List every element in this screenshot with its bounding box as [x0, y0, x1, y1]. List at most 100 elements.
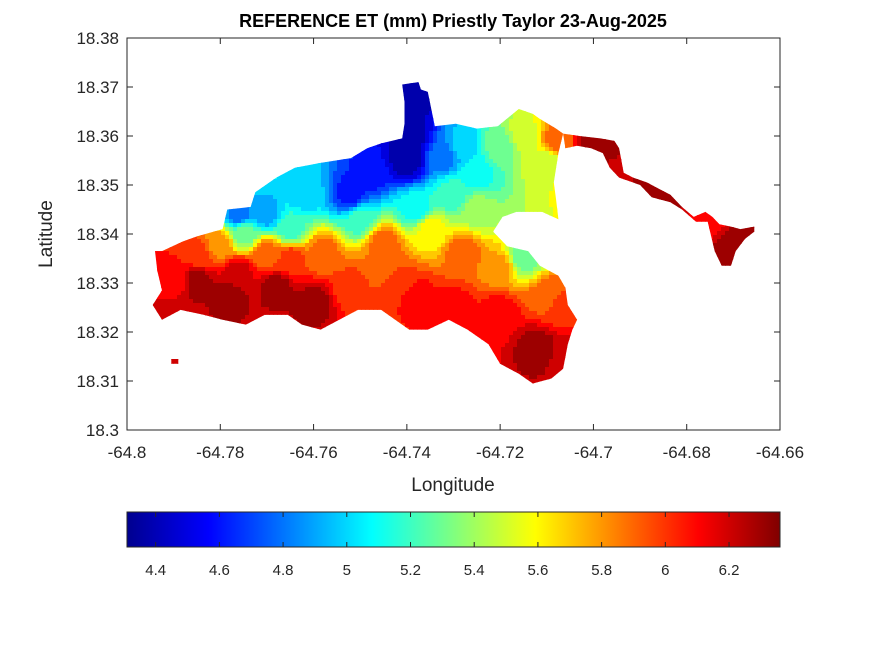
heat-cell [329, 271, 334, 276]
heat-cell [301, 243, 306, 248]
heat-cell [253, 303, 258, 308]
heat-cell [185, 251, 190, 256]
heat-cell [373, 259, 378, 264]
heat-cell [173, 287, 178, 292]
heat-cell [257, 279, 262, 284]
heat-cell [257, 295, 262, 300]
heat-cell [305, 267, 310, 272]
heat-cell [301, 211, 306, 216]
heat-cell [349, 159, 354, 164]
heat-cell [369, 195, 374, 200]
heat-cell [261, 283, 266, 288]
heat-cell [169, 359, 174, 364]
heat-cell [365, 287, 370, 292]
heat-cell [221, 243, 226, 248]
heat-cell [305, 191, 310, 196]
heat-cell [225, 239, 230, 244]
heat-cell [313, 263, 318, 268]
heat-cell [381, 151, 386, 156]
heat-cell [369, 291, 374, 296]
heat-cell [277, 175, 282, 180]
heat-cell [393, 191, 398, 196]
heat-cell [209, 231, 214, 236]
heat-cell [285, 187, 290, 192]
heat-cell [177, 271, 182, 276]
heat-cell [369, 231, 374, 236]
heat-cell [333, 279, 338, 284]
heat-cell [217, 243, 222, 248]
heat-cell [301, 203, 306, 208]
heat-cell [349, 223, 354, 228]
heat-cell [293, 267, 298, 272]
heat-cell [289, 291, 294, 296]
heat-cell [209, 291, 214, 296]
heat-cell [297, 299, 302, 304]
heat-cell [285, 191, 290, 196]
heat-cell [377, 303, 382, 308]
heat-cell [337, 187, 342, 192]
heat-cell [365, 247, 370, 252]
heat-cell [293, 247, 298, 252]
heat-cell [389, 155, 394, 160]
heat-cell [205, 291, 210, 296]
heat-cell [181, 267, 186, 272]
heat-cell [321, 271, 326, 276]
heat-cell [257, 247, 262, 252]
heat-cell [309, 231, 314, 236]
heat-cell [361, 267, 366, 272]
heat-cell [225, 311, 230, 316]
heat-cell [333, 183, 338, 188]
heat-cell [281, 179, 286, 184]
heat-cell [229, 235, 234, 240]
heat-cell [273, 311, 278, 316]
heat-cell [325, 195, 330, 200]
heat-cell [173, 275, 178, 280]
heat-cell [253, 275, 258, 280]
heat-cell [313, 199, 318, 204]
heat-cell [201, 239, 206, 244]
heat-cell [321, 167, 326, 172]
heat-cell [377, 251, 382, 256]
heat-cell [265, 235, 270, 240]
heat-cell [257, 315, 262, 320]
heat-cell [301, 171, 306, 176]
heat-cell [285, 175, 290, 180]
heat-cell [313, 231, 318, 236]
heat-cell [345, 247, 350, 252]
heat-cell [249, 211, 254, 216]
heat-cell [209, 255, 214, 260]
heat-cell [329, 311, 334, 316]
heat-cell [193, 299, 198, 304]
heat-cell [377, 239, 382, 244]
heat-cell [201, 275, 206, 280]
heat-cell [381, 235, 386, 240]
heat-cell [225, 227, 230, 232]
heat-cell [313, 219, 318, 224]
heat-cell [249, 307, 254, 312]
heat-cell [381, 279, 386, 284]
heat-cell [293, 307, 298, 312]
heat-cell [233, 259, 238, 264]
heat-cell [305, 167, 310, 172]
heat-cell [325, 279, 330, 284]
heat-cell [265, 211, 270, 216]
heat-cell [285, 231, 290, 236]
heat-cell [369, 283, 374, 288]
heat-cell [325, 315, 330, 320]
heat-cell [381, 271, 386, 276]
heat-cell [361, 203, 366, 208]
heat-cell [365, 183, 370, 188]
heat-cell [273, 263, 278, 268]
heat-cell [229, 279, 234, 284]
heat-cell [357, 159, 362, 164]
heat-cell [329, 163, 334, 168]
heat-cell [293, 199, 298, 204]
heat-cell [293, 203, 298, 208]
heat-cell [389, 163, 394, 168]
heat-cell [345, 255, 350, 260]
heat-cell [325, 223, 330, 228]
heat-cell [189, 267, 194, 272]
heat-cell [341, 287, 346, 292]
heat-cell [393, 143, 398, 148]
heat-cell [313, 171, 318, 176]
